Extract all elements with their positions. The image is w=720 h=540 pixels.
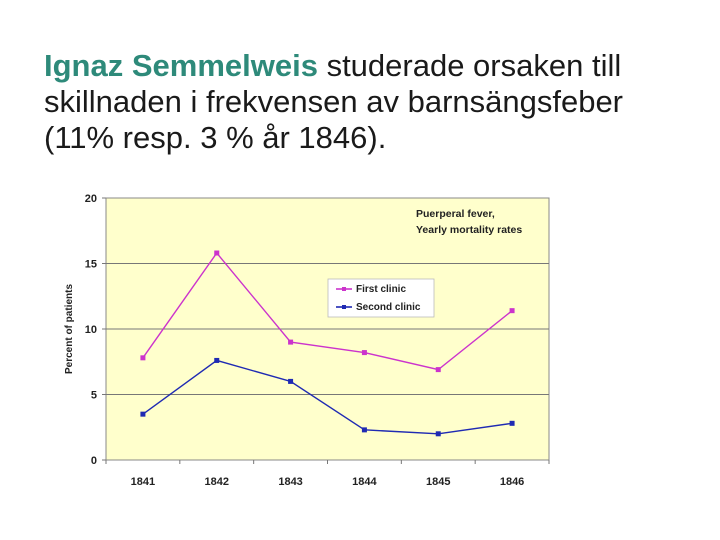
point-first-clinic-1841 <box>140 355 146 361</box>
legend-label-second-clinic: Second clinic <box>356 302 421 313</box>
point-first-clinic-1845 <box>435 367 441 373</box>
y-tick-label-20: 20 <box>85 193 97 205</box>
y-axis-ticks: 0 5 10 15 20 <box>85 193 106 467</box>
series-line-first-clinic <box>142 251 513 371</box>
y-tick-label-0: 0 <box>91 455 97 467</box>
x-tick-label-1843: 1843 <box>278 476 302 488</box>
legend-marker-first-clinic <box>342 287 346 291</box>
legend-label-first-clinic: First clinic <box>356 284 406 295</box>
point-first-clinic-1842 <box>214 250 220 256</box>
legend: First clinic Second clinic <box>327 278 435 318</box>
point-second-clinic-1844 <box>361 427 367 433</box>
chart-title-line-2: Yearly mortality rates <box>416 224 522 236</box>
point-first-clinic-1846 <box>509 308 515 314</box>
y-tick-label-15: 15 <box>85 259 97 271</box>
point-second-clinic-1841 <box>140 411 146 417</box>
gridlines <box>106 263 549 395</box>
line-chart: 0 5 10 15 20 1841 1842 1843 1844 1845 1846 Percen… <box>60 185 558 492</box>
point-second-clinic-1845 <box>435 431 441 437</box>
slide-title: Ignaz Semmelweis studerade orsaken till … <box>44 48 684 156</box>
x-tick-label-1845: 1845 <box>426 476 450 488</box>
point-second-clinic-1842 <box>214 357 220 363</box>
series-group <box>140 250 515 437</box>
x-tick-label-1841: 1841 <box>131 476 155 488</box>
series-line-second-clinic <box>142 359 513 435</box>
title-line-2: skillnaden i frekvensen av barnsängsfebe… <box>44 84 624 119</box>
title-line-1-rest: studerade orsaken till <box>317 48 622 83</box>
point-second-clinic-1846 <box>509 420 515 426</box>
x-tick-label-1846: 1846 <box>500 476 524 488</box>
point-first-clinic-1843 <box>288 339 294 345</box>
point-first-clinic-1844 <box>361 350 367 356</box>
x-tick-label-1842: 1842 <box>205 476 229 488</box>
title-line-3: (11% resp. 3 % år 1846). <box>44 120 387 155</box>
legend-box <box>327 278 435 318</box>
chart-title-line-1: Puerperal fever, <box>416 208 495 220</box>
title-line-1: Ignaz Semmelweis studerade orsaken till <box>44 48 684 84</box>
x-tick-label-1844: 1844 <box>352 476 377 488</box>
point-second-clinic-1843 <box>288 378 294 384</box>
x-axis-ticks: 1841 1842 1843 1844 1845 1846 <box>105 460 550 488</box>
title-highlight: Ignaz Semmelweis <box>44 48 318 83</box>
y-tick-label-10: 10 <box>85 324 97 336</box>
legend-marker-second-clinic <box>342 305 346 309</box>
chart-container: 0 5 10 15 20 1841 1842 1843 1844 1845 1846 Percen… <box>60 185 558 492</box>
y-axis-label: Percent of patients <box>64 284 75 374</box>
y-tick-label-5: 5 <box>91 390 97 402</box>
